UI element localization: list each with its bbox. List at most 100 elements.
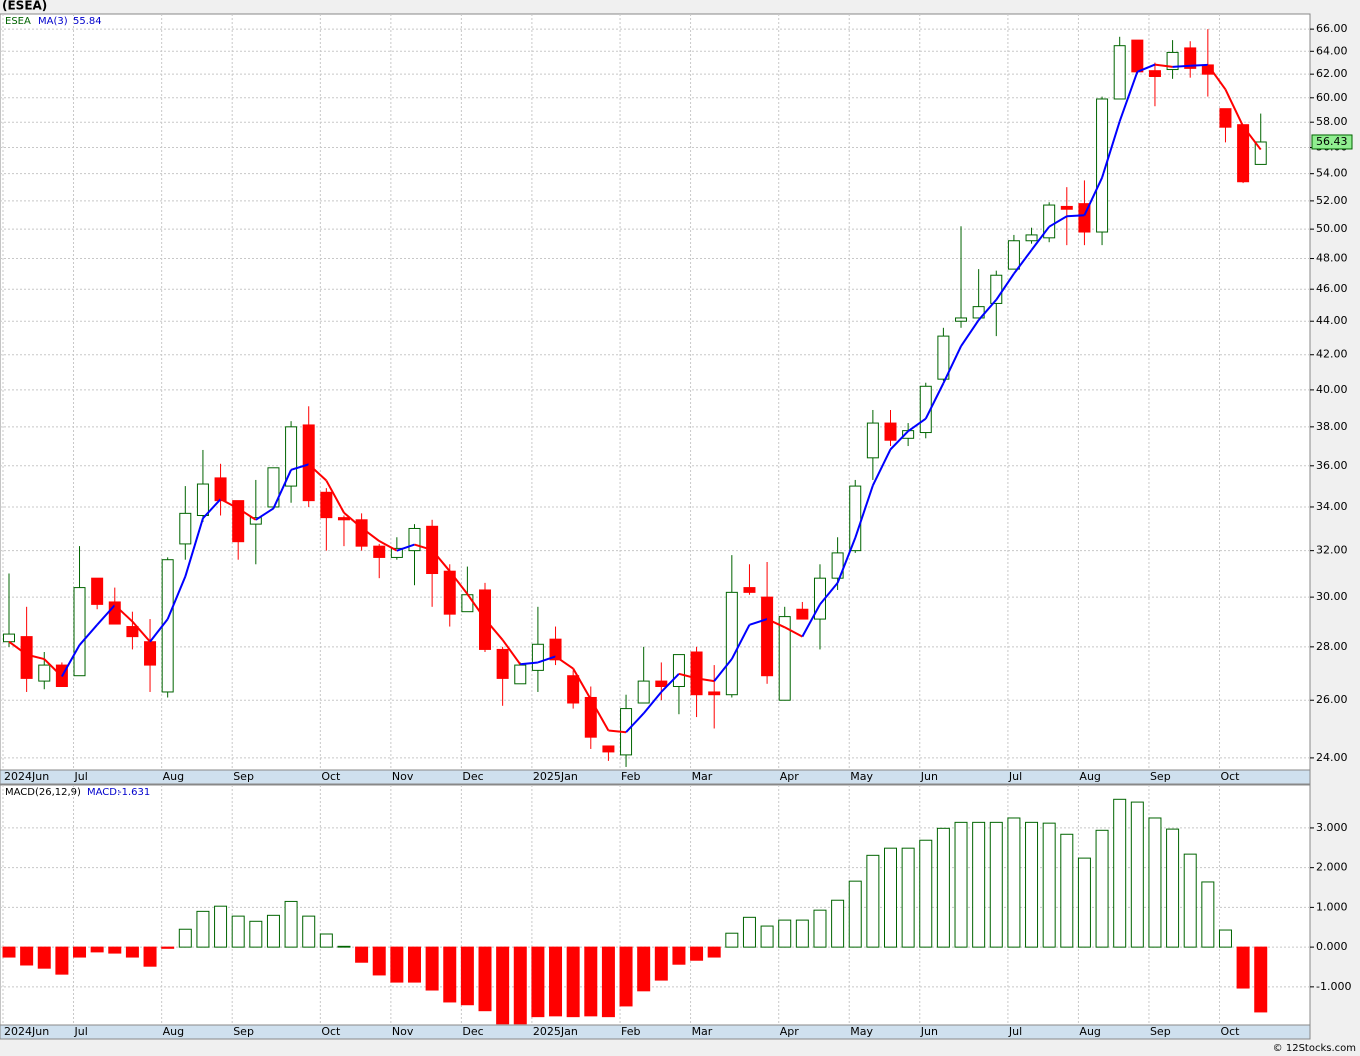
candle-body xyxy=(1219,108,1232,128)
x-axis-band xyxy=(0,1024,1311,1040)
y-tick-label: 50.00 xyxy=(1316,222,1348,235)
candle-body xyxy=(1237,124,1250,183)
ma-segment xyxy=(184,517,204,577)
ma-segment xyxy=(1190,63,1208,67)
ma-segment xyxy=(1066,214,1085,218)
y-tick-label: 34.00 xyxy=(1316,500,1348,513)
ma-segment xyxy=(325,480,345,514)
candle-body xyxy=(20,636,33,679)
x-tick-label: Oct xyxy=(1220,1025,1240,1038)
price-label: 56.43 xyxy=(1316,135,1348,148)
candle-body xyxy=(849,485,862,552)
macd-bar xyxy=(637,946,651,992)
candle-body xyxy=(584,696,597,738)
ma-segment xyxy=(784,626,803,638)
macd-bar xyxy=(866,854,880,948)
x-tick-label: Apr xyxy=(780,770,800,783)
macd-bar xyxy=(161,946,175,949)
ma-segment xyxy=(26,653,45,661)
y-tick-label: 58.00 xyxy=(1316,115,1348,128)
candle-body xyxy=(1096,98,1109,233)
macd-bar xyxy=(372,946,386,976)
candle-body xyxy=(1131,39,1144,73)
macd-bar xyxy=(1254,946,1268,1013)
macd-bar xyxy=(795,919,809,948)
macd-bar xyxy=(1095,829,1109,948)
candle-body xyxy=(778,616,791,701)
ma-segment xyxy=(1154,63,1173,68)
x-tick-label: Jun xyxy=(920,1025,938,1038)
candle-body xyxy=(108,601,121,625)
price-panel xyxy=(0,13,1311,771)
candle-body xyxy=(761,596,774,677)
candle-body xyxy=(144,641,157,666)
ma-segment xyxy=(1101,121,1121,178)
price-label-box xyxy=(1311,134,1353,150)
ma-segment xyxy=(414,543,433,551)
macd-bar xyxy=(460,946,474,1006)
candle-body xyxy=(549,638,562,661)
y-tick-label: 52.00 xyxy=(1316,194,1348,207)
x-tick-label: Sep xyxy=(1150,1025,1171,1038)
macd-bar xyxy=(1130,801,1144,948)
macd-bar xyxy=(407,946,421,983)
macd-bar xyxy=(884,847,897,948)
macd-bar xyxy=(919,839,933,948)
x-tick-label: Sep xyxy=(233,1025,254,1038)
ma-segment xyxy=(537,655,556,664)
x-axis-band xyxy=(0,769,1311,785)
candle-body xyxy=(1078,203,1091,233)
ma-segment xyxy=(889,430,909,451)
macd-bar xyxy=(901,847,915,948)
macd-bar xyxy=(989,821,1003,948)
macd-bar xyxy=(1201,881,1215,948)
ma-segment xyxy=(995,273,1015,301)
y-tick-label: 2.000 xyxy=(1316,861,1348,874)
ma-segment xyxy=(977,299,998,321)
ma-segment xyxy=(166,576,187,620)
legend-ma-value: 55.84 xyxy=(73,16,102,27)
candle-body xyxy=(496,648,509,679)
ma-segment xyxy=(1136,63,1156,73)
macd-bar xyxy=(20,946,34,966)
macd-bar xyxy=(443,946,457,1003)
macd-bar xyxy=(566,946,580,1018)
candle-body xyxy=(1043,204,1056,239)
chart-title: (ESEA) xyxy=(2,0,47,13)
ma-segment xyxy=(871,448,892,486)
x-tick-label: Feb xyxy=(621,1025,640,1038)
ma-segment xyxy=(1224,88,1245,127)
macd-bar xyxy=(55,946,69,975)
ma-segment xyxy=(713,658,733,682)
ma-segment xyxy=(589,698,610,731)
macd-bar xyxy=(972,821,986,948)
candle-body xyxy=(461,594,474,613)
candle-body xyxy=(126,626,139,638)
candle-body xyxy=(1166,51,1179,71)
macd-panel xyxy=(0,784,1311,1026)
candle-body xyxy=(249,517,262,525)
candle-body xyxy=(390,547,403,558)
y-tick-label: 30.00 xyxy=(1316,590,1348,603)
ma-segment xyxy=(819,582,839,606)
candle-body xyxy=(161,559,174,693)
macd-bar xyxy=(742,916,756,948)
y-tick-label: 24.00 xyxy=(1316,751,1348,764)
x-tick-label: Sep xyxy=(1150,770,1171,783)
macd-bar xyxy=(707,946,721,958)
x-tick-label: Oct xyxy=(321,1025,341,1038)
ma-segment xyxy=(520,661,539,666)
x-tick-label: Feb xyxy=(621,770,640,783)
y-tick-label: 38.00 xyxy=(1316,420,1348,433)
x-tick-label: Sep xyxy=(233,770,254,783)
macd-bar xyxy=(178,928,192,948)
candle-body xyxy=(866,422,879,459)
candle-body xyxy=(337,517,350,521)
macd-bar xyxy=(1183,853,1197,948)
candle-body xyxy=(1254,141,1267,165)
x-tick-label: Aug xyxy=(163,770,184,783)
macd-bar xyxy=(813,909,827,948)
ma-segment xyxy=(766,618,786,629)
macd-bar xyxy=(778,919,792,948)
macd-bar xyxy=(1007,817,1021,948)
